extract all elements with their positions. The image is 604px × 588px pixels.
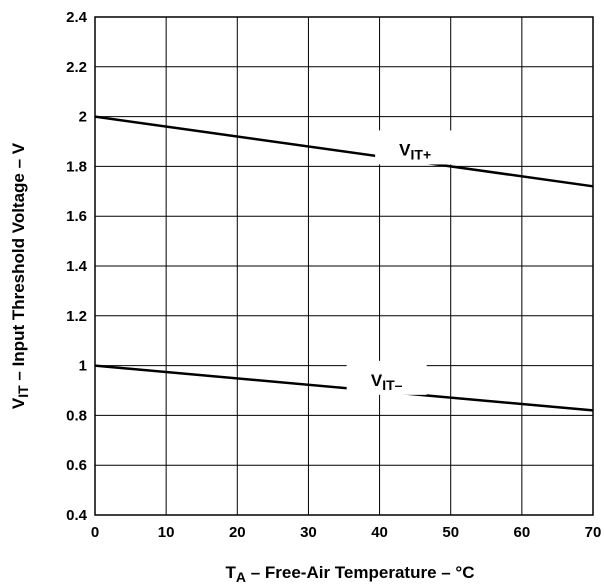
x-tick-label: 40 — [371, 524, 388, 541]
x-tick-label: 30 — [300, 524, 317, 541]
x-tick-label: 0 — [91, 524, 99, 541]
y-tick-label: 1.8 — [66, 158, 87, 175]
y-axis-title-main: V — [9, 397, 28, 409]
y-tick-label: 0.8 — [66, 407, 87, 424]
y-axis-title: VIT – Input Threshold Voltage – V — [9, 142, 31, 409]
x-tick-label: 70 — [585, 524, 602, 541]
x-tick-labels: 0 10 20 30 40 50 60 70 — [91, 524, 602, 541]
x-tick-label: 20 — [229, 524, 246, 541]
y-axis-title-rest: – Input Threshold Voltage – V — [9, 142, 28, 385]
x-axis-title: TA – Free-Air Temperature – °C — [225, 563, 474, 585]
x-axis-title-subscript: A — [236, 569, 246, 585]
series-label-main: V — [399, 140, 411, 159]
y-tick-label: 2.4 — [66, 9, 88, 26]
series-label-subscript: IT+ — [411, 147, 432, 163]
series-line-1 — [95, 366, 593, 411]
y-tick-label: 1.6 — [66, 208, 87, 225]
x-axis-title-main: T — [225, 563, 236, 582]
series-labels: VIT+VIT– — [347, 130, 455, 394]
y-tick-label: 2.2 — [66, 59, 87, 76]
y-axis-title-subscript: IT — [15, 385, 31, 398]
y-tick-labels: 0.4 0.6 0.8 1 1.2 1.4 1.6 1.8 2 2.2 2.4 — [66, 9, 88, 524]
series-label-main: V — [371, 371, 383, 390]
y-tick-label: 1.4 — [66, 258, 88, 275]
y-tick-label: 0.4 — [66, 507, 88, 524]
x-tick-label: 50 — [442, 524, 459, 541]
series-line-0 — [95, 117, 593, 187]
series-group — [95, 117, 593, 411]
x-tick-label: 10 — [158, 524, 175, 541]
y-tick-label: 1 — [79, 358, 87, 375]
y-tick-label: 0.6 — [66, 457, 87, 474]
series-label-subscript: IT– — [382, 377, 402, 393]
y-tick-label: 2 — [79, 109, 87, 126]
x-tick-label: 60 — [514, 524, 531, 541]
x-axis-title-rest: – Free-Air Temperature – °C — [246, 563, 475, 582]
y-tick-label: 1.2 — [66, 308, 87, 325]
grid — [95, 17, 593, 515]
